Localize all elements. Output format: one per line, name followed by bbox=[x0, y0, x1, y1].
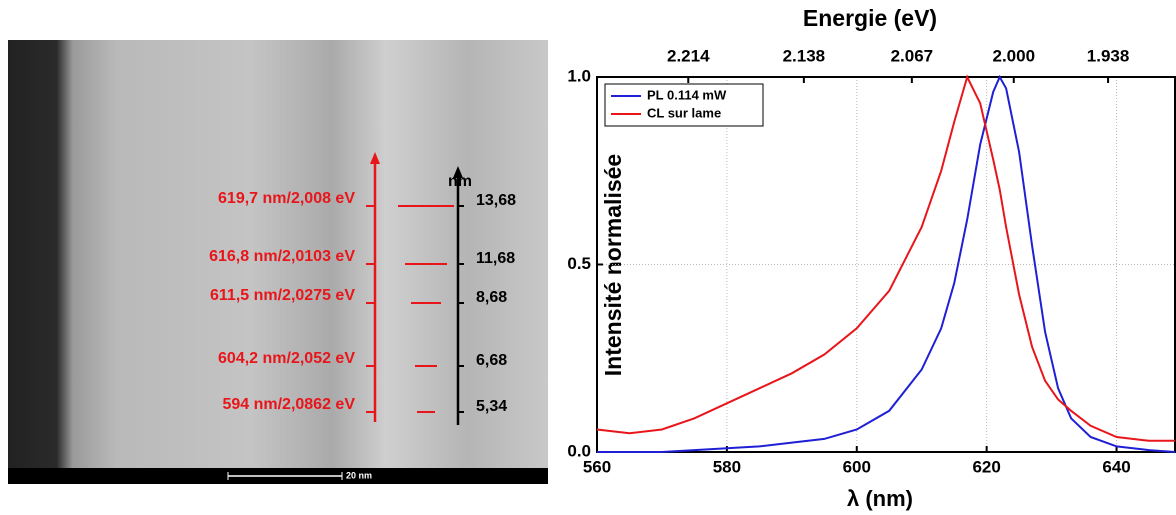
x-axis-title: λ (nm) bbox=[847, 486, 913, 511]
scale-value: 11,68 bbox=[476, 250, 515, 267]
annotation-label: 616,8 nm/2,0103 eV bbox=[209, 248, 355, 265]
annotation-label: 611,5 nm/2,0275 eV bbox=[210, 287, 355, 304]
x-tick-label: 600 bbox=[843, 457, 871, 476]
x-tick-label: 620 bbox=[972, 457, 1000, 476]
scale-value: 6,68 bbox=[476, 352, 507, 369]
x-tick-label: 580 bbox=[713, 457, 741, 476]
series-line bbox=[596, 74, 1175, 442]
scale-bar-label: 20 nm bbox=[346, 470, 372, 480]
plot-frame bbox=[596, 76, 1176, 453]
annotation-label: 604,2 nm/2,052 eV bbox=[218, 350, 355, 367]
legend-label: CL sur lame bbox=[647, 105, 721, 120]
x-tick-label: 560 bbox=[583, 457, 611, 476]
y-tick-label: 1.0 bbox=[567, 66, 591, 85]
arrowhead bbox=[453, 166, 463, 178]
x2-tick-label: 1.938 bbox=[1087, 46, 1130, 65]
x2-tick-label: 2.214 bbox=[667, 46, 710, 65]
y-tick-label: 0.5 bbox=[567, 254, 591, 273]
x2-tick-label: 2.067 bbox=[891, 46, 934, 65]
scale-value: 8,68 bbox=[476, 289, 507, 306]
scale-value: 5,34 bbox=[476, 398, 507, 415]
scale-value: 13,68 bbox=[476, 192, 516, 209]
scale-unit: nm bbox=[448, 173, 472, 190]
annotation-label: 594 nm/2,0862 eV bbox=[222, 396, 355, 413]
annotation-label: 619,7 nm/2,008 eV bbox=[218, 190, 355, 207]
x2-tick-label: 2.000 bbox=[992, 46, 1035, 65]
x2-axis-title: Energie (eV) bbox=[803, 5, 937, 31]
legend-label: PL 0.114 mW bbox=[647, 87, 727, 102]
y-tick-label: 0.0 bbox=[567, 441, 591, 460]
legend-box bbox=[604, 83, 764, 127]
x-tick-label: 640 bbox=[1102, 457, 1130, 476]
x2-tick-label: 2.138 bbox=[783, 46, 826, 65]
arrowhead bbox=[370, 152, 380, 164]
